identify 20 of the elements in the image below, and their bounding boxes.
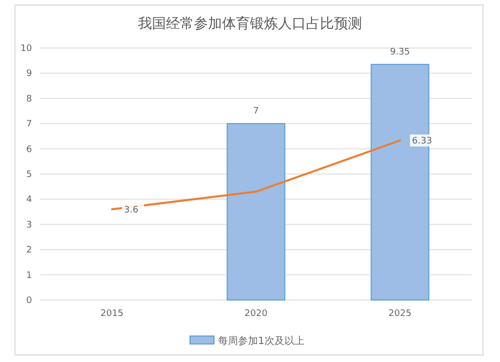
y-tick-label: 0 xyxy=(26,296,32,306)
y-tick-label: 9 xyxy=(26,69,32,80)
y-tick-label: 10 xyxy=(20,44,32,54)
x-tick-label: 2015 xyxy=(100,309,124,319)
y-tick-label: 1 xyxy=(26,270,32,281)
data-label: 3.6 xyxy=(124,205,139,216)
chart-title: 我国经常参加体育锻炼人口占比预测 xyxy=(138,15,362,32)
y-tick-label: 7 xyxy=(26,120,32,130)
y-tick-label: 2 xyxy=(26,246,32,256)
data-label: 9.35 xyxy=(390,47,410,58)
y-tick-label: 4 xyxy=(26,195,32,206)
y-tick-label: 3 xyxy=(26,220,32,230)
data-label: 7 xyxy=(253,106,259,117)
data-label: 6.33 xyxy=(412,136,432,146)
x-tick-label: 2020 xyxy=(244,309,268,319)
legend-label: 每周参加1次及以上 xyxy=(218,335,304,347)
y-tick-label: 6 xyxy=(26,144,32,155)
y-tick-label: 8 xyxy=(26,94,32,104)
y-tick-label: 5 xyxy=(26,170,32,180)
x-tick-label: 2025 xyxy=(388,309,412,319)
